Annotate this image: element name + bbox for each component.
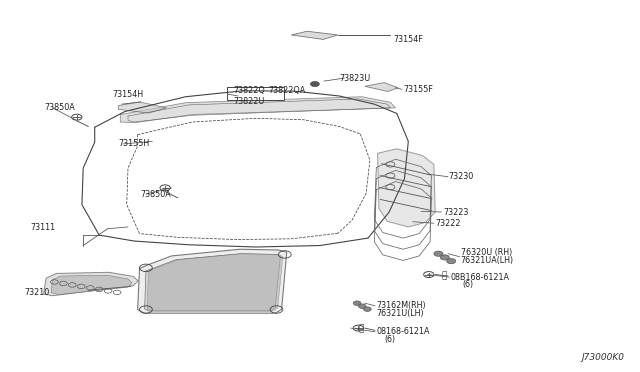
Text: 08B168-6121A: 08B168-6121A — [451, 273, 509, 282]
Circle shape — [447, 259, 456, 264]
Circle shape — [364, 307, 371, 311]
Bar — [227, 87, 284, 100]
Text: 73162M(RH): 73162M(RH) — [376, 301, 426, 310]
Text: (6): (6) — [384, 335, 395, 344]
Polygon shape — [44, 272, 138, 296]
Polygon shape — [51, 275, 132, 295]
Text: 76321U(LH): 76321U(LH) — [376, 309, 424, 318]
Text: 73822QA: 73822QA — [269, 86, 306, 95]
Text: 73210: 73210 — [24, 288, 49, 296]
Circle shape — [353, 301, 361, 305]
Text: Ⓢ: Ⓢ — [358, 325, 364, 334]
Text: (6): (6) — [462, 280, 473, 289]
Text: 73154H: 73154H — [112, 90, 143, 99]
Text: 08168-6121A: 08168-6121A — [376, 327, 430, 336]
Polygon shape — [378, 149, 435, 227]
Circle shape — [434, 251, 443, 256]
Text: 73111: 73111 — [31, 223, 56, 232]
Text: 73230: 73230 — [448, 172, 473, 181]
Text: Ⓢ: Ⓢ — [442, 272, 447, 280]
Polygon shape — [365, 83, 398, 92]
Polygon shape — [145, 254, 280, 311]
Text: 73155F: 73155F — [403, 85, 433, 94]
Polygon shape — [147, 254, 283, 311]
Polygon shape — [120, 97, 396, 123]
Text: 73822Q: 73822Q — [234, 86, 266, 95]
Text: J73000K0: J73000K0 — [581, 353, 624, 362]
Text: 76320U (RH): 76320U (RH) — [461, 248, 512, 257]
Text: 73823U: 73823U — [339, 74, 371, 83]
Polygon shape — [291, 31, 338, 39]
Polygon shape — [138, 249, 287, 313]
Circle shape — [440, 255, 449, 260]
Text: 73850A: 73850A — [45, 103, 76, 112]
Text: 73154F: 73154F — [394, 35, 423, 44]
Text: 73850A: 73850A — [141, 190, 172, 199]
Circle shape — [358, 304, 366, 308]
Text: 73822U: 73822U — [234, 97, 265, 106]
Circle shape — [310, 81, 319, 87]
Text: 76321UA(LH): 76321UA(LH) — [461, 256, 514, 265]
Text: 73155H: 73155H — [118, 140, 150, 148]
Polygon shape — [118, 102, 166, 113]
Text: 73223: 73223 — [443, 208, 468, 217]
Text: 73222: 73222 — [435, 219, 461, 228]
